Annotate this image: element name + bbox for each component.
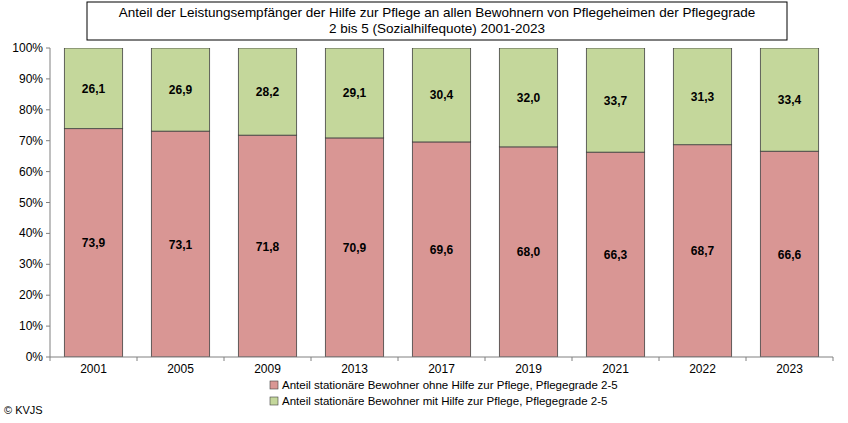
data-label: 33,7 [604, 94, 628, 108]
data-label: 26,9 [169, 83, 193, 97]
y-tick [46, 233, 50, 234]
bar [499, 147, 557, 357]
bar [412, 48, 470, 142]
data-label: 30,4 [430, 88, 454, 102]
y-tick-label: 40% [19, 226, 43, 240]
y-tick-label: 0% [26, 350, 44, 364]
x-tick-label: 2023 [776, 362, 803, 376]
bar [673, 145, 731, 357]
y-tick [46, 202, 50, 203]
y-tick-label: 100% [12, 41, 43, 55]
bar [325, 138, 383, 357]
x-tick [485, 357, 486, 361]
legend-swatch [270, 381, 278, 389]
data-label: 73,9 [82, 236, 106, 250]
bar [412, 142, 470, 357]
y-tick-label: 70% [19, 134, 43, 148]
data-label: 68,0 [517, 245, 541, 259]
bar [151, 48, 209, 131]
y-tick-label: 90% [19, 72, 43, 86]
x-tick [50, 357, 51, 361]
x-tick-label: 2005 [167, 362, 194, 376]
title-line: 2 bis 5 (Sozialhilfequote) 2001-2023 [329, 21, 545, 36]
data-label: 68,7 [691, 244, 715, 258]
y-tick [46, 357, 50, 358]
data-label: 31,3 [691, 90, 715, 104]
x-tick-label: 2021 [602, 362, 629, 376]
y-tick [46, 140, 50, 141]
y-tick-label: 50% [19, 196, 43, 210]
bars [64, 48, 818, 357]
x-tick [572, 357, 573, 361]
bar [238, 135, 296, 357]
y-tick [46, 326, 50, 327]
x-tick-label: 2017 [428, 362, 455, 376]
x-axis [50, 357, 833, 358]
x-tick-label: 2013 [341, 362, 368, 376]
y-tick-label: 60% [19, 165, 43, 179]
y-tick-label: 10% [19, 319, 43, 333]
annotation: © KVJS [4, 404, 43, 416]
bar [499, 48, 557, 147]
y-tick-label: 80% [19, 103, 43, 117]
legend-label: Anteil stationäre Bewohner ohne Hilfe zu… [282, 379, 618, 391]
bar [64, 48, 122, 129]
data-label: 66,6 [778, 248, 802, 262]
bar [673, 48, 731, 145]
data-label: 69,6 [430, 243, 454, 257]
y-tick [46, 48, 50, 49]
bar [760, 151, 818, 357]
legend-label: Anteil stationäre Bewohner mit Hilfe zur… [282, 395, 607, 407]
bar [151, 131, 209, 357]
x-tick [833, 357, 834, 361]
legend: Anteil stationäre Bewohner ohne Hilfe zu… [270, 379, 618, 407]
x-tick [311, 357, 312, 361]
title-line: Anteil der Leistungsempfänger der Hilfe … [119, 5, 755, 20]
data-labels: 73,9 73,1 71,8 70,9 69,6 68,0 66,3 68,7 66,6 26,1… [82, 82, 802, 262]
y-tick [46, 78, 50, 79]
legend-swatch [270, 397, 278, 405]
x-tick [659, 357, 660, 361]
y-tick [46, 295, 50, 296]
chart: Anteil der Leistungsempfänger der Hilfe … [0, 0, 848, 423]
bar [64, 129, 122, 357]
title: Anteil der Leistungsempfänger der Hilfe … [119, 5, 755, 36]
data-label: 29,1 [343, 86, 367, 100]
data-label: 26,1 [82, 82, 106, 96]
data-label: 33,4 [778, 93, 802, 107]
data-label: 28,2 [256, 85, 280, 99]
data-label: 66,3 [604, 248, 628, 262]
y-tick-label: 30% [19, 257, 43, 271]
x-tick [398, 357, 399, 361]
x-tick-label: 2019 [515, 362, 542, 376]
title-box [87, 2, 787, 40]
y-tick [46, 264, 50, 265]
bar [325, 48, 383, 138]
bar [238, 48, 296, 135]
x-tick [746, 357, 747, 361]
x-tick-label: 2001 [80, 362, 107, 376]
y-tick [46, 171, 50, 172]
x-tick [224, 357, 225, 361]
x-tick [137, 357, 138, 361]
data-label: 32,0 [517, 91, 541, 105]
data-label: 71,8 [256, 240, 280, 254]
bar [586, 48, 644, 152]
x-tick-label: 2022 [689, 362, 716, 376]
data-label: 73,1 [169, 238, 193, 252]
y-tick-label: 20% [19, 288, 43, 302]
x-tick-label: 2009 [254, 362, 281, 376]
bar [760, 48, 818, 151]
bar [586, 152, 644, 357]
data-label: 70,9 [343, 241, 367, 255]
y-tick [46, 109, 50, 110]
